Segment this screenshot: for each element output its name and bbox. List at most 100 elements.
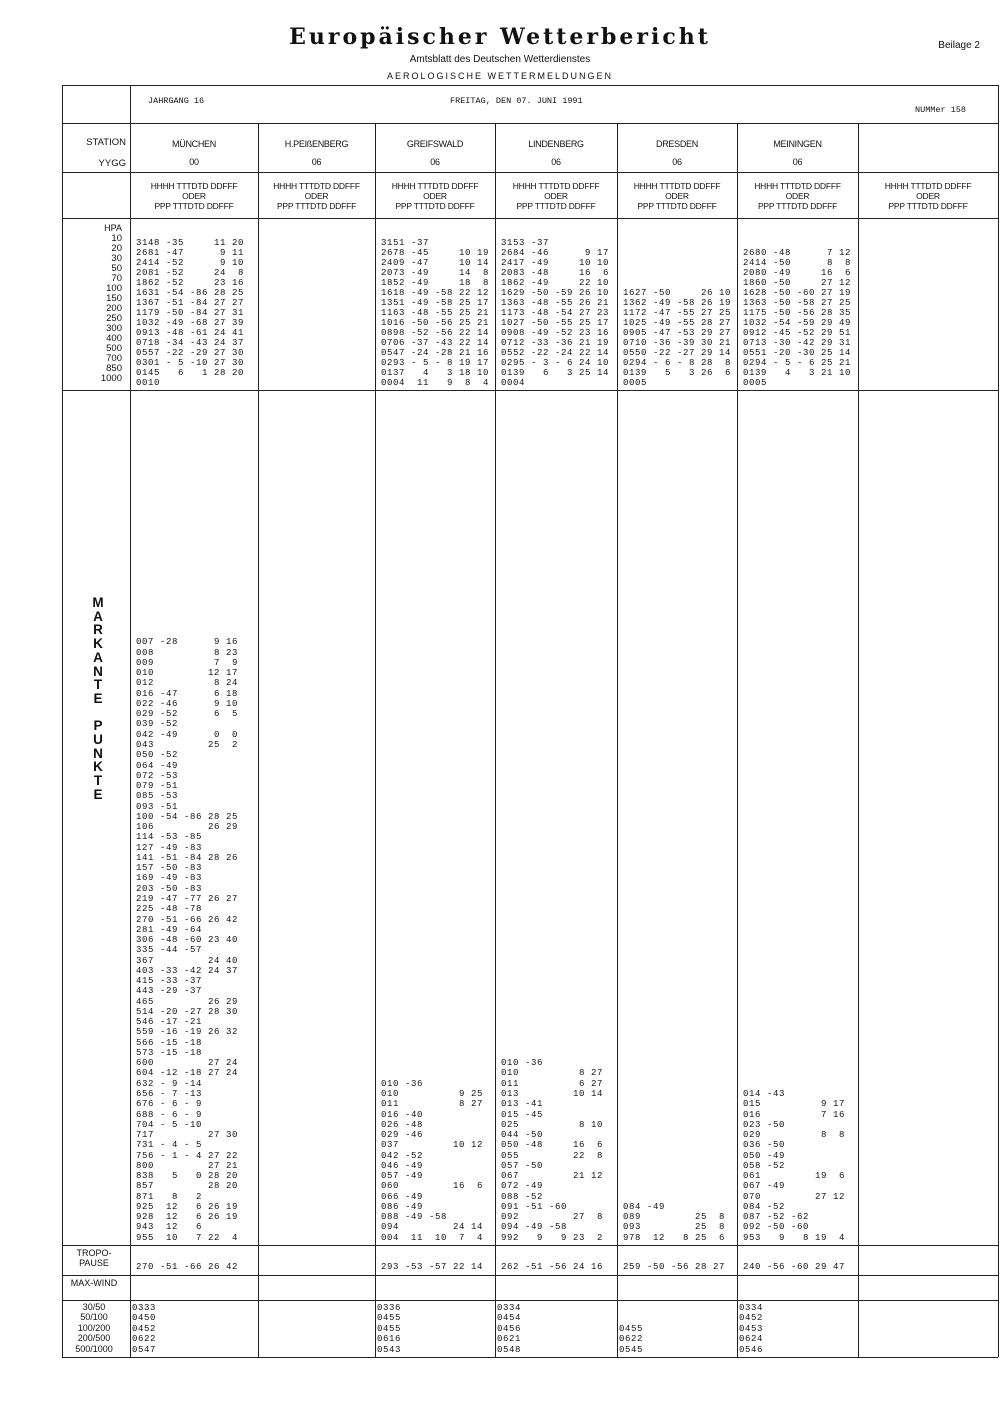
data-row: 2081 -52 24 8 xyxy=(136,268,245,278)
wind-layer-labels: 30/50 50/100 100/200 200/500 500/1000 xyxy=(64,1302,124,1354)
standard-levels-data: 3151 -37 2678 -45 10 19 2409 -47 10 14 2073… xyxy=(381,238,489,388)
maxwind-value: 0624 xyxy=(739,1334,764,1345)
column-divider xyxy=(858,123,859,1357)
data-row: 016 -47 6 18 xyxy=(136,688,239,699)
data-row: 2080 -49 16 6 xyxy=(743,268,852,278)
data-row: 0557 -22 -29 27 30 xyxy=(136,348,245,358)
column-head-line2: ODER xyxy=(544,191,568,201)
markante-punkte-data: 010 -36 010 8 27 011 6 27 013 10 14 013 -41 0… xyxy=(501,1058,603,1243)
station-yygg: 06 xyxy=(311,157,322,167)
data-row: 064 -49 xyxy=(136,760,179,771)
volume-label: JAHRGANG 16 xyxy=(148,96,205,106)
data-row: 1032 -54 -59 29 49 xyxy=(743,318,852,328)
maxwind-label: MAX-WIND xyxy=(70,1278,118,1288)
tropopause-data: 259 -50 -56 28 27 xyxy=(623,1262,726,1272)
maxwind-data: 0455 0622 0545 xyxy=(619,1303,643,1355)
data-row: 100 -54 -86 28 25 xyxy=(136,811,239,822)
supplement-label: Beilage 2 xyxy=(938,40,980,51)
data-row: 086 -49 xyxy=(381,1201,424,1212)
column-divider xyxy=(737,123,738,1357)
maxwind-value xyxy=(860,1324,866,1334)
data-row xyxy=(623,238,731,248)
data-row: 061 19 6 xyxy=(743,1171,846,1182)
data-row: 016 7 16 xyxy=(743,1109,846,1120)
data-row: 010 12 17 xyxy=(136,668,239,679)
data-row: 1179 -50 -84 27 31 xyxy=(136,308,245,318)
data-row: 029 -52 6 5 xyxy=(136,709,239,720)
data-row: 0010 xyxy=(136,378,161,388)
maxwind-value: 0334 xyxy=(739,1303,764,1313)
maxwind-value: 0548 xyxy=(497,1344,522,1355)
data-row: 060 16 6 xyxy=(381,1181,484,1192)
data-row: 0004 xyxy=(501,378,526,388)
maxwind-value: 0455 xyxy=(377,1313,402,1324)
data-row: 955 10 7 22 4 xyxy=(136,1232,239,1243)
column-head-line1: HHHH TTTDTD DDFFF xyxy=(512,181,600,191)
data-row: 013 -41 xyxy=(501,1099,544,1110)
pressure-level: 10 xyxy=(111,233,122,244)
data-row: 085 -53 xyxy=(136,791,179,802)
data-row xyxy=(743,238,851,248)
tropopause-data: 270 -51 -66 26 42 xyxy=(136,1262,239,1272)
data-row: 091 -51 -60 xyxy=(501,1201,568,1212)
standard-levels-data: 3148 -35 11 20 2681 -47 9 11 2414 -52 9 10… xyxy=(136,238,244,388)
data-row: 335 -44 -57 xyxy=(136,945,203,956)
data-row: 1618 -49 -58 22 12 xyxy=(381,288,490,298)
data-row: 857 28 20 xyxy=(136,1181,239,1192)
row-divider xyxy=(62,123,998,124)
yygg-label: YYGG xyxy=(98,158,126,169)
section-title: AEROLOGISCHE WETTERMELDUNGEN xyxy=(386,71,614,81)
data-row: 566 -15 -18 xyxy=(136,1037,203,1048)
data-row: 1862 -52 23 16 xyxy=(136,278,245,288)
data-row: 067 21 12 xyxy=(501,1171,604,1182)
pressure-level: 300 xyxy=(106,323,122,334)
maxwind-value xyxy=(860,1303,866,1313)
data-row: 0294 - 6 - 8 28 8 xyxy=(623,358,732,368)
station-name: LINDENBERG xyxy=(528,139,584,149)
data-row: 0706 -37 -43 22 14 xyxy=(381,338,490,348)
data-row: 465 26 29 xyxy=(136,996,239,1007)
data-row: 084 -52 xyxy=(743,1201,786,1212)
data-row: 1367 -51 -84 27 27 xyxy=(136,298,245,308)
data-row: 157 -50 -83 xyxy=(136,863,203,874)
data-row: 688 - 6 - 9 xyxy=(136,1109,203,1120)
station-label: STATION xyxy=(86,137,126,148)
column-head: HHHH TTTDTD DDFFF ODER PPP TTTDTD DDFFF xyxy=(495,181,617,211)
data-row: 1860 -50 27 12 xyxy=(743,278,852,288)
row-divider xyxy=(62,1245,998,1246)
markante-letter: R xyxy=(93,622,103,638)
maxwind-value: 0621 xyxy=(497,1334,522,1345)
maxwind-value xyxy=(860,1334,866,1344)
maxwind-value xyxy=(260,1334,266,1344)
data-row: 203 -50 -83 xyxy=(136,883,203,894)
data-row: 1016 -50 -56 25 21 xyxy=(381,318,490,328)
data-row: 1631 -54 -86 28 25 xyxy=(136,288,245,298)
data-row: 0552 -22 -24 22 14 xyxy=(501,348,610,358)
data-row: 067 -49 xyxy=(743,1181,786,1192)
data-row: 039 -52 xyxy=(136,719,179,730)
pressure-level: 150 xyxy=(106,293,122,304)
markante-punkte-data: 084 -49 089 25 8 093 25 8 978 12 8 25 6 xyxy=(623,1202,725,1243)
column-head: HHHH TTTDTD DDFFF ODER PPP TTTDTD DDFFF xyxy=(375,181,495,211)
data-row: 012 8 24 xyxy=(136,678,239,689)
tropopause-data: 240 -56 -60 29 47 xyxy=(743,1262,846,1272)
column-head-line3: PPP TTTDTD DDFFF xyxy=(276,201,357,211)
maxwind-value: 0334 xyxy=(497,1303,522,1313)
column-head-line2: ODER xyxy=(423,191,447,201)
data-row: 057 -50 xyxy=(501,1160,544,1171)
column-divider xyxy=(62,85,63,1357)
markante-punkte-data: 007 -28 9 16 008 8 23 009 7 9 010 12 17 012 … xyxy=(136,637,238,1243)
maxwind-value: 0455 xyxy=(377,1323,402,1334)
data-row: 084 -49 xyxy=(623,1201,666,1212)
data-row: 1351 -49 -58 25 17 xyxy=(381,298,490,308)
data-row: 219 -47 -77 26 27 xyxy=(136,893,239,904)
column-head-line3: PPP TTTDTD DDFFF xyxy=(888,201,968,211)
column-divider xyxy=(130,85,131,1357)
data-row: 604 -12 -18 27 24 xyxy=(136,1068,239,1079)
data-row: 573 -15 -18 xyxy=(136,1047,203,1058)
station-name: H.PEIßENBERG xyxy=(284,139,349,149)
data-row: 011 6 27 xyxy=(501,1078,604,1089)
data-row: 367 24 40 xyxy=(136,955,239,966)
column-head-line1: HHHH TTTDTD DDFFF xyxy=(754,181,841,191)
data-row: 057 -49 xyxy=(381,1171,424,1182)
